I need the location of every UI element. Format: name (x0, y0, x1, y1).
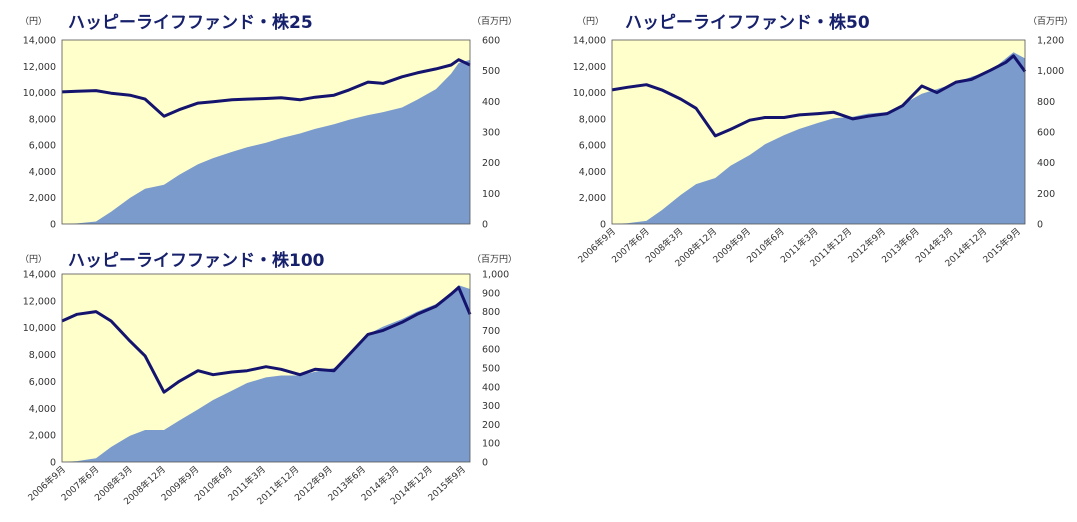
left-y-tick-label: 4,000 (579, 167, 606, 178)
chart-title: ハッピーライフファンド・株100 (68, 250, 325, 271)
left-y-tick-label: 8,000 (579, 114, 606, 125)
left-y-tick-label: 12,000 (23, 296, 56, 307)
right-y-tick-label: 300 (482, 401, 500, 412)
x-axis-labels: 2006年9月2007年6月2008年3月2008年12月2009年9月2010… (575, 225, 1023, 269)
left-y-tick-label: 6,000 (29, 141, 56, 152)
assets-area-series (62, 59, 470, 225)
left-y-tick-label: 14,000 (23, 36, 56, 47)
x-tick-label: 2015年9月 (980, 225, 1023, 265)
right-y-tick-label: 600 (1037, 128, 1055, 139)
right-y-tick-label: 100 (482, 439, 500, 450)
nav-line-series (61, 58, 471, 118)
right-y-tick-label: 400 (482, 97, 500, 108)
right-unit-label: （百万円） (472, 254, 517, 265)
nav-line-series (61, 285, 472, 394)
left-y-tick-label: 10,000 (23, 323, 56, 334)
nav-line-series (611, 54, 1027, 138)
right-y-tick-label: 0 (1037, 220, 1043, 231)
right-y-tick-label: 100 (482, 189, 500, 200)
right-y-tick-label: 200 (1037, 189, 1055, 200)
left-y-tick-label: 0 (600, 220, 606, 231)
right-y-tick-label: 200 (482, 158, 500, 169)
plot-area: 14,000 12,000 10,000 8,000 6,000 4,000 2,000 0 1… (573, 36, 1064, 231)
chart-title: ハッピーライフファンド・株25 (68, 12, 313, 33)
right-y-tick-label: 0 (482, 220, 488, 231)
left-y-tick-label: 14,000 (573, 36, 606, 47)
right-unit-label: （百万円） (472, 16, 517, 27)
right-y-tick-label: 300 (482, 128, 500, 139)
left-unit-label: （円） (577, 16, 604, 27)
chart-panel-2: （円） ハッピーライフファンド・株50 （百万円） 14,000 12,000 10… (573, 12, 1073, 269)
assets-area-series (612, 52, 1025, 224)
left-y-tick-label: 2,000 (29, 193, 56, 204)
assets-area-series (62, 285, 470, 462)
right-y-tick-label: 500 (482, 364, 500, 375)
right-y-tick-label: 900 (482, 288, 500, 299)
plot-frame (61, 273, 471, 463)
left-y-tick-label: 8,000 (29, 114, 56, 125)
right-y-tick-label: 1,000 (482, 270, 509, 281)
right-y-tick-label: 800 (482, 307, 500, 318)
chart-panel-1: （円） ハッピーライフファンド・株25 （百万円） 14,000 12,000 10… (20, 12, 517, 231)
right-y-tick-label: 1,200 (1037, 36, 1064, 47)
right-y-tick-label: 800 (1037, 97, 1055, 108)
left-y-tick-label: 0 (50, 220, 56, 231)
left-y-tick-label: 4,000 (29, 404, 56, 415)
left-y-tick-label: 14,000 (23, 270, 56, 281)
right-y-tick-label: 700 (482, 326, 500, 337)
right-y-tick-label: 200 (482, 420, 500, 431)
right-y-tick-label: 600 (482, 345, 500, 356)
left-y-tick-label: 12,000 (23, 62, 56, 73)
left-unit-label: （円） (20, 16, 47, 27)
right-y-tick-label: 400 (1037, 158, 1055, 169)
left-y-tick-label: 8,000 (29, 350, 56, 361)
plot-frame (611, 39, 1026, 225)
left-y-tick-label: 4,000 (29, 167, 56, 178)
chart-panel-3: （円） ハッピーライフファンド・株100 （百万円） 14,00012,0001… (20, 250, 517, 507)
right-y-tick-label: 400 (482, 382, 500, 393)
plot-frame (61, 39, 471, 225)
left-y-tick-label: 10,000 (23, 88, 56, 99)
x-axis-labels: 2006年9月2007年6月2008年3月2008年12月2009年9月2010… (25, 463, 468, 507)
left-y-tick-label: 6,000 (29, 377, 56, 388)
right-y-tick-label: 600 (482, 36, 500, 47)
left-y-tick-label: 12,000 (573, 62, 606, 73)
right-y-tick-label: 1,000 (1037, 66, 1064, 77)
left-y-tick-label: 2,000 (579, 193, 606, 204)
right-y-tick-label: 0 (482, 458, 488, 469)
left-y-tick-label: 6,000 (579, 141, 606, 152)
left-y-tick-label: 10,000 (573, 88, 606, 99)
left-unit-label: （円） (20, 254, 47, 265)
left-y-tick-label: 2,000 (29, 431, 56, 442)
plot-area: 14,000 12,000 10,000 8,000 6,000 4,000 2,000 0 1… (23, 270, 509, 469)
right-y-tick-label: 500 (482, 66, 500, 77)
chart-title: ハッピーライフファンド・株50 (625, 12, 870, 33)
right-unit-label: （百万円） (1028, 16, 1073, 27)
left-y-tick-label: 0 (50, 458, 56, 469)
plot-area: 14,000 12,000 10,000 8,000 6,000 4,000 2,000 0 6… (23, 36, 500, 231)
